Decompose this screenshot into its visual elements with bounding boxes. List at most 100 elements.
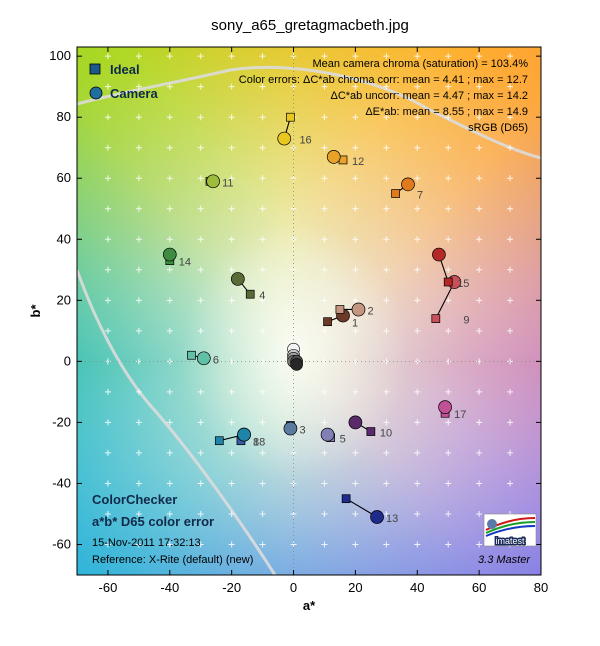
tick-labels: -60 -40 -20 0 20 40 60 80 -60 -40 -20 0 20 40 60 80 100: [49, 47, 548, 595]
legend-camera-label: Camera: [110, 86, 158, 101]
camera-marker-10: [348, 415, 363, 430]
grid-mark: [445, 419, 452, 426]
grid-mark: [352, 327, 359, 334]
grid-mark: [445, 114, 452, 121]
y-tick-label: 80: [57, 109, 71, 124]
grid-mark: [321, 83, 328, 90]
camera-marker-3: [283, 421, 298, 436]
grid-mark: [445, 358, 452, 365]
ideal-marker-2: [335, 305, 345, 314]
info-name: ColorChecker: [92, 492, 177, 507]
grid-mark: [135, 541, 142, 548]
patch-label-2: 2: [367, 305, 373, 317]
patch-label-6: 6: [213, 354, 219, 366]
grid-mark: [197, 449, 204, 456]
grid-mark: [383, 541, 390, 548]
grid-mark: [383, 480, 390, 487]
grid-mark: [352, 236, 359, 243]
ideal-marker-4: [245, 289, 255, 299]
grid-mark: [166, 175, 173, 182]
grid-mark: [414, 419, 421, 426]
ideal-marker-7: [391, 189, 400, 198]
grid-mark: [228, 266, 235, 273]
grid-mark: [166, 114, 173, 121]
grid-mark: [166, 510, 173, 517]
grid-mark: [321, 358, 328, 365]
grid-mark: [476, 236, 483, 243]
y-tick-label: -40: [52, 475, 71, 490]
grid-mark: [166, 205, 173, 212]
grid-mark: [476, 175, 483, 182]
patch-label-15: 15: [457, 278, 469, 290]
grid-mark: [352, 266, 359, 273]
grid-mark: [197, 144, 204, 151]
grid-mark: [259, 114, 266, 121]
grid-mark: [414, 297, 421, 304]
camera-marker-2: [351, 302, 366, 317]
grid-mark: [197, 480, 204, 487]
grid-mark: [321, 510, 328, 517]
grid-mark: [352, 83, 359, 90]
grid-mark: [321, 266, 328, 273]
info-date: 15-Nov-2011 17:32:13: [92, 537, 201, 549]
grid-mark: [414, 388, 421, 395]
patch-label-10: 10: [380, 428, 392, 440]
plot-border: [76, 46, 542, 576]
grid-mark: [259, 449, 266, 456]
grid-mark: [197, 236, 204, 243]
grid-mark: [507, 297, 514, 304]
grid-mark: [166, 53, 173, 60]
grid-mark: [476, 419, 483, 426]
grid-mark: [476, 144, 483, 151]
gamut-boundary: [77, 65, 541, 575]
grid-mark: [259, 358, 266, 365]
grid-mark: [321, 144, 328, 151]
grid-mark: [135, 175, 142, 182]
camera-marker-12: [326, 150, 341, 164]
patch-label-9: 9: [463, 315, 469, 327]
grid-mark: [321, 388, 328, 395]
patch-label-18: 18: [253, 437, 265, 449]
grid-mark: [507, 53, 514, 60]
grid-mark: [507, 144, 514, 151]
patch-label-3: 3: [299, 425, 305, 437]
grid-mark: [135, 205, 142, 212]
patch-label-4: 4: [259, 290, 265, 302]
grid-mark: [135, 510, 142, 517]
grid-mark: [104, 480, 111, 487]
grid-mark: [135, 53, 142, 60]
grid-mark: [507, 175, 514, 182]
grid-mark: [383, 297, 390, 304]
grid-mark: [321, 175, 328, 182]
grid-mark: [166, 327, 173, 334]
grid-mark: [507, 83, 514, 90]
grid-mark: [166, 541, 173, 548]
camera-marker-18: [237, 427, 251, 442]
grid-mark: [383, 236, 390, 243]
x-tick-label: 60: [472, 580, 486, 595]
grid-mark: [135, 236, 142, 243]
grid-mark: [507, 480, 514, 487]
grid-mark: [352, 53, 359, 60]
grid-mark: [197, 388, 204, 395]
grid-mark: [228, 480, 235, 487]
grid-mark: [321, 419, 328, 426]
grid-mark: [104, 297, 111, 304]
grid-mark: [135, 297, 142, 304]
grid-mark: [104, 388, 111, 395]
grid-mark: [507, 205, 514, 212]
grid-mark: [445, 510, 452, 517]
x-tick-label: 40: [410, 580, 424, 595]
grid-mark: [228, 327, 235, 334]
grid-mark: [104, 114, 111, 121]
legend-ideal-marker: [89, 63, 101, 75]
zero-lines: [77, 47, 541, 575]
ideal-marker-1: [323, 317, 332, 327]
grid-mark: [135, 327, 142, 334]
grid-mark: [259, 144, 266, 151]
stats-line-2: Color errors: ΔC*ab chroma corr: mean = …: [239, 74, 528, 86]
grid-mark: [259, 175, 266, 182]
x-tick-label: 0: [290, 580, 297, 595]
grid-mark: [476, 480, 483, 487]
